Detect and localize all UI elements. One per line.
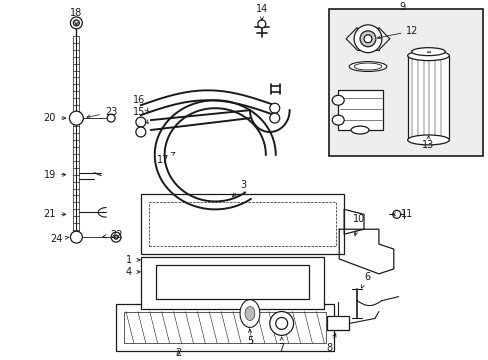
Ellipse shape [332, 115, 344, 125]
Bar [326, 316, 348, 330]
Text: 4: 4 [125, 267, 140, 277]
Text: 21: 21 [43, 209, 66, 219]
Ellipse shape [411, 48, 445, 56]
Bar [141, 257, 324, 309]
Circle shape [275, 318, 287, 329]
Circle shape [70, 231, 82, 243]
Polygon shape [240, 300, 259, 327]
Text: 10: 10 [352, 214, 365, 235]
Circle shape [269, 103, 279, 113]
Text: 19: 19 [43, 170, 66, 180]
Text: 8: 8 [325, 334, 335, 353]
Text: 6: 6 [361, 272, 369, 288]
Bar [124, 311, 325, 343]
Circle shape [111, 232, 121, 242]
Text: 23: 23 [87, 107, 117, 118]
Text: 5: 5 [246, 329, 253, 346]
Text: 1: 1 [125, 255, 140, 265]
Circle shape [363, 35, 371, 43]
Circle shape [359, 31, 375, 47]
Bar [141, 194, 344, 254]
Text: 24: 24 [50, 234, 68, 244]
Bar [155, 265, 309, 299]
Text: 17: 17 [156, 152, 175, 165]
Text: 20: 20 [43, 113, 66, 123]
Text: 13: 13 [422, 136, 434, 150]
Text: 14: 14 [255, 4, 267, 20]
Ellipse shape [350, 126, 368, 134]
Ellipse shape [407, 135, 448, 145]
Text: 12: 12 [377, 26, 418, 39]
Text: 15: 15 [132, 107, 148, 123]
Circle shape [269, 113, 279, 123]
Circle shape [114, 235, 118, 239]
Text: 18: 18 [70, 8, 82, 25]
Circle shape [70, 17, 82, 29]
Bar [148, 202, 336, 246]
Circle shape [73, 20, 79, 26]
Text: 9: 9 [399, 2, 405, 12]
Circle shape [107, 114, 115, 122]
Circle shape [136, 127, 145, 137]
Bar [116, 303, 334, 351]
Text: 7: 7 [278, 337, 284, 353]
Text: 2: 2 [175, 348, 182, 358]
Circle shape [353, 25, 381, 53]
Text: 11: 11 [392, 209, 412, 219]
Ellipse shape [407, 51, 448, 60]
Text: 16: 16 [132, 95, 148, 112]
Circle shape [69, 111, 83, 125]
Circle shape [257, 20, 265, 28]
Polygon shape [244, 307, 254, 320]
Text: 3: 3 [232, 180, 245, 197]
Circle shape [136, 117, 145, 127]
Bar [407, 56, 448, 140]
Ellipse shape [332, 95, 344, 105]
Bar [328, 9, 482, 156]
Ellipse shape [348, 62, 386, 72]
Circle shape [269, 311, 293, 336]
Text: 22: 22 [102, 230, 122, 240]
Ellipse shape [353, 63, 381, 70]
Bar [338, 90, 382, 130]
Circle shape [392, 210, 400, 218]
Text: ═: ═ [426, 49, 430, 55]
